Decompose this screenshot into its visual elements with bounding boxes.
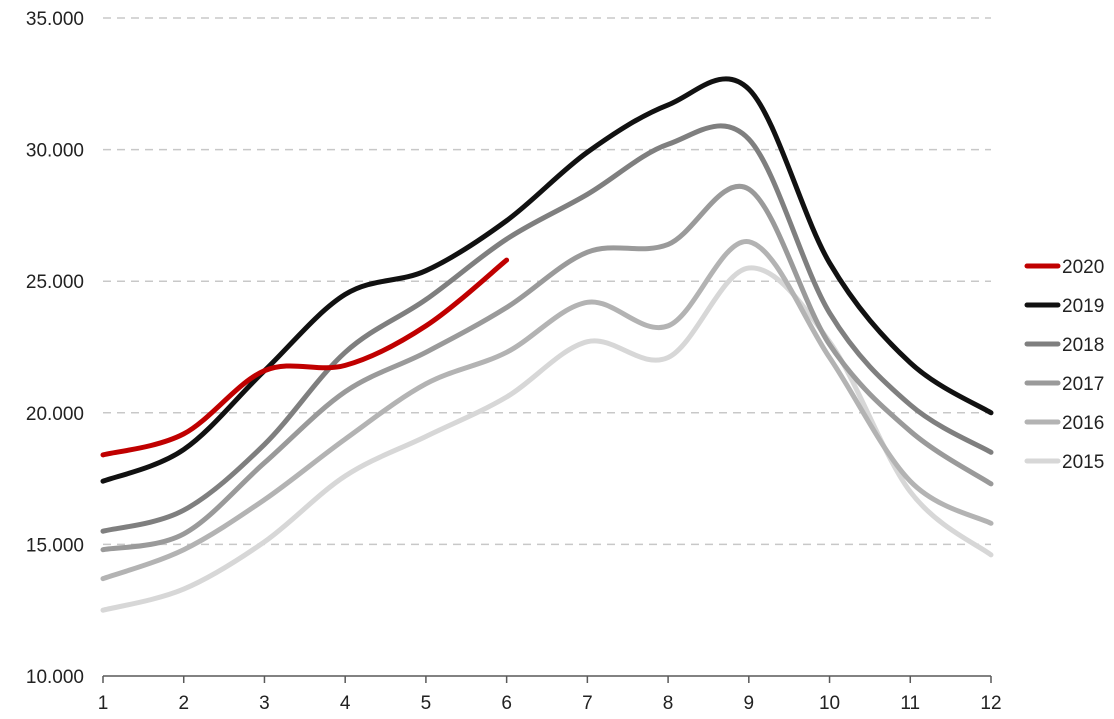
x-tick-label: 9: [744, 693, 755, 714]
y-tick-label: 25.000: [26, 272, 84, 293]
series-line-2017: [100, 183, 994, 553]
x-tick-label: 7: [582, 693, 593, 714]
y-tick-label: 10.000: [26, 667, 84, 688]
x-tick-label: 2: [178, 693, 189, 714]
y-tick-label: 20.000: [26, 404, 84, 425]
legend-label-2020: 2020: [1062, 257, 1104, 278]
x-tick-label: 5: [421, 693, 432, 714]
y-tick-label: 30.000: [26, 141, 84, 162]
x-tick-label: 4: [340, 693, 351, 714]
legend-label-2016: 2016: [1062, 413, 1104, 434]
series-line-2016: [100, 239, 994, 582]
x-tick-label: 1: [98, 693, 109, 714]
legend-label-2015: 2015: [1062, 452, 1104, 473]
x-tick-label: 8: [663, 693, 674, 714]
series-line-2015: [100, 265, 994, 613]
x-tick-label: 10: [819, 693, 840, 714]
series-lines: [100, 76, 994, 613]
legend: 2020 2019 2018 2017 2016 2015: [1024, 257, 1104, 473]
gridlines: [103, 17, 991, 546]
legend-label-2017: 2017: [1062, 374, 1104, 395]
legend-label-2018: 2018: [1062, 335, 1104, 356]
legend-label-2019: 2019: [1062, 296, 1104, 317]
series-line-2018: [100, 123, 994, 534]
y-tick-label: 35.000: [26, 9, 84, 30]
x-tick-label: 11: [900, 693, 920, 714]
x-tick-label: 12: [980, 693, 1001, 714]
y-tick-label: 15.000: [26, 535, 84, 556]
x-tick-label: 3: [259, 693, 270, 714]
series-line-2020: [100, 257, 510, 458]
x-tick-label: 6: [501, 693, 512, 714]
